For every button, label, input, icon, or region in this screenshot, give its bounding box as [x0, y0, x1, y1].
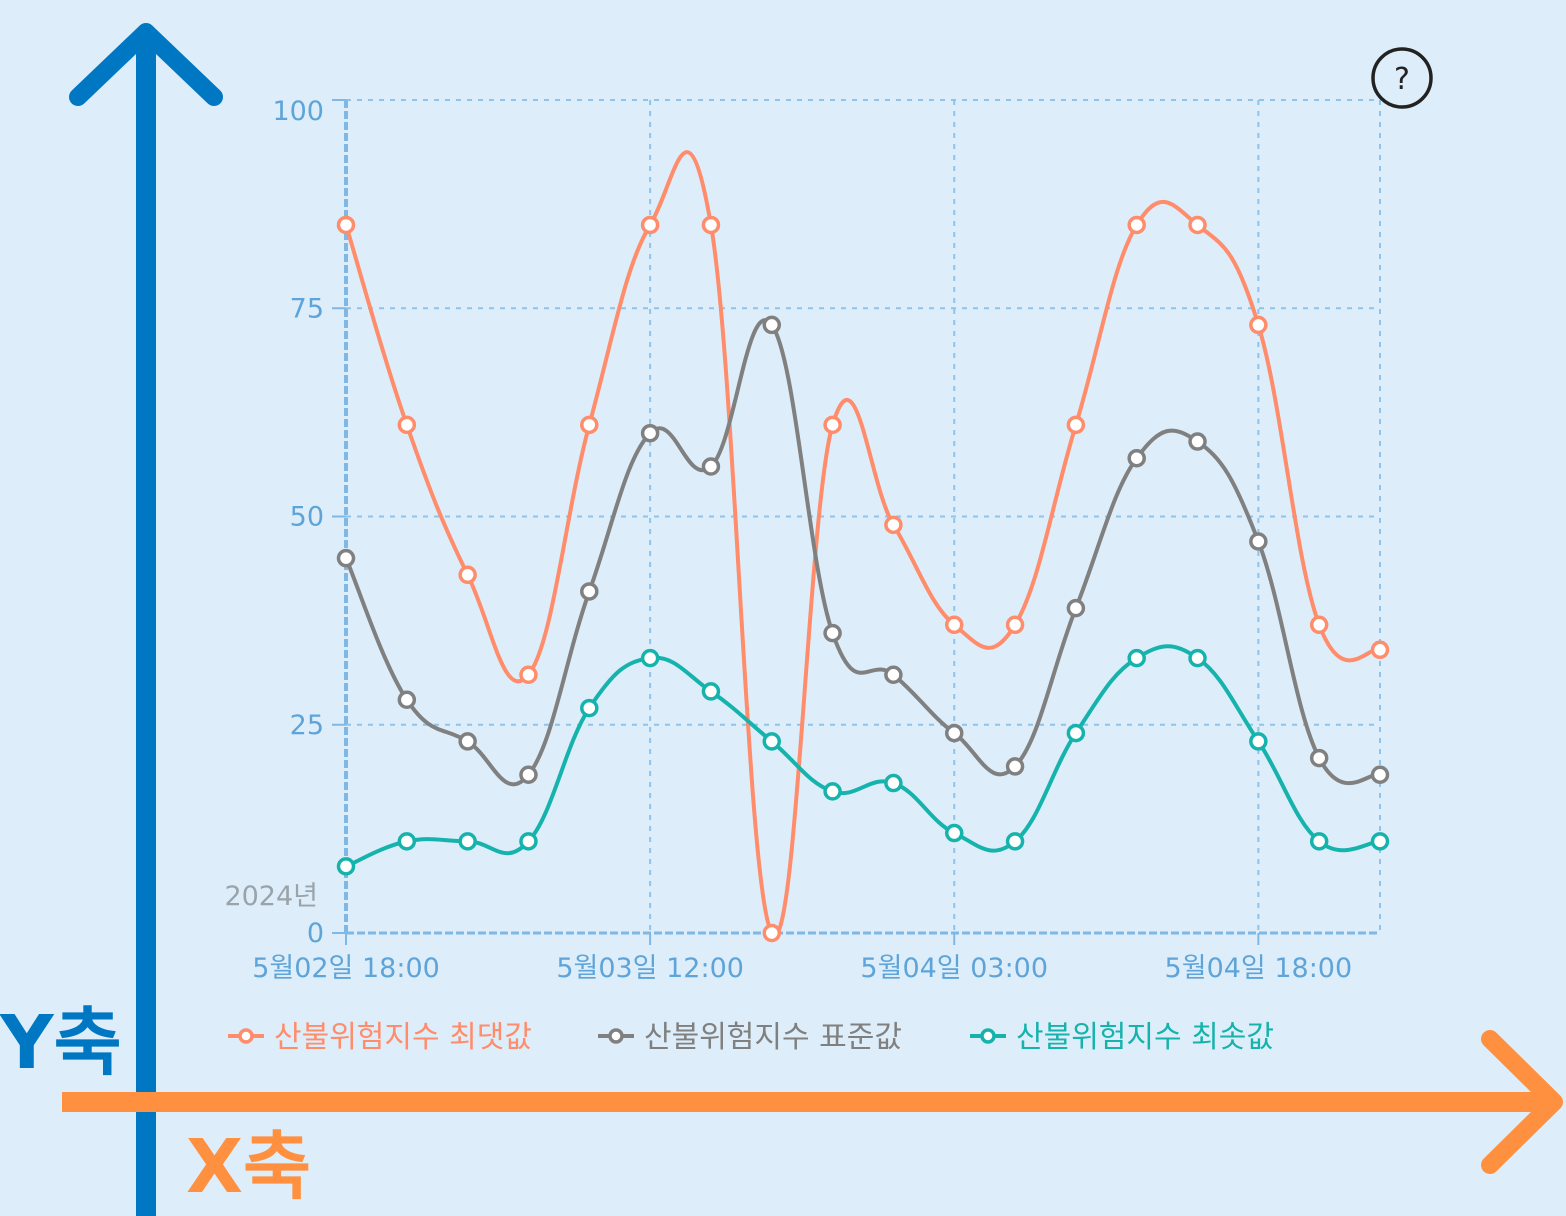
series-point-1[interactable]	[1188, 432, 1207, 451]
x-tick-label: 5월03일 12:00	[556, 953, 744, 984]
series-line-0	[344, 150, 1381, 938]
legend-swatch-dot	[608, 1028, 624, 1044]
series-point-1[interactable]	[944, 723, 964, 743]
legend-item-1[interactable]: 산불위험지수 표준값	[598, 1020, 902, 1055]
series-point-2[interactable]	[944, 823, 964, 843]
series-point-1[interactable]	[1370, 765, 1390, 784]
series-point-2[interactable]	[1370, 832, 1390, 851]
x-tick-label: 5월02일 18:00	[252, 953, 440, 984]
legend-label: 산불위험지수 표준값	[644, 1020, 902, 1055]
series-point-2[interactable]	[397, 832, 417, 851]
y-tick-label: 0	[307, 918, 324, 949]
y-tick-labels: 0 25 50 75 100	[272, 96, 346, 949]
series-line-1	[344, 318, 1381, 787]
y-axis-name: Y축	[0, 1000, 122, 1086]
series-point-0[interactable]	[762, 923, 782, 943]
series-point-0[interactable]	[336, 215, 356, 235]
x-tick-labels: 5월02일 18:00 5월03일 12:00 5월04일 03:00 5월04일 1…	[252, 933, 1352, 984]
series-point-0[interactable]	[580, 415, 599, 435]
series-point-1[interactable]	[1309, 748, 1329, 768]
series-point-2[interactable]	[1005, 832, 1025, 851]
series-point-2[interactable]	[336, 857, 356, 876]
series-point-0[interactable]	[1370, 640, 1390, 660]
legend-swatch-dot	[980, 1028, 996, 1044]
series-point-0[interactable]	[701, 215, 721, 235]
series-point-0[interactable]	[1249, 315, 1268, 335]
legend-item-0[interactable]: 산불위험지수 최댓값	[228, 1020, 532, 1055]
series-point-2[interactable]	[762, 732, 782, 751]
x-tick-label: 5월04일 18:00	[1165, 953, 1353, 984]
series-lines	[344, 150, 1381, 938]
legend-swatch-dot	[238, 1028, 254, 1044]
legend-item-2[interactable]: 산불위험지수 최솟값	[970, 1020, 1274, 1055]
y-axis-arrow	[69, 23, 223, 1216]
series-point-1[interactable]	[580, 582, 599, 601]
series-point-2[interactable]	[1127, 648, 1146, 668]
series-point-2[interactable]	[1188, 648, 1207, 668]
series-point-1[interactable]	[1127, 448, 1146, 468]
series-point-1[interactable]	[519, 765, 538, 784]
series-line-2	[345, 644, 1381, 869]
series-points	[336, 215, 1390, 943]
series-point-1[interactable]	[884, 665, 903, 685]
series-point-2[interactable]	[640, 648, 660, 668]
series-point-0[interactable]	[1188, 215, 1207, 235]
x-axis-arrow	[62, 1030, 1563, 1174]
chart-grid	[344, 99, 1381, 935]
series-point-1[interactable]	[640, 423, 660, 443]
series-point-1[interactable]	[1066, 598, 1086, 618]
y-tick-label: 25	[290, 710, 324, 741]
series-point-2[interactable]	[1249, 732, 1268, 751]
help-icon-glyph: ?	[1394, 62, 1410, 97]
series-point-0[interactable]	[823, 415, 842, 435]
series-point-2[interactable]	[1309, 832, 1329, 851]
series-point-1[interactable]	[1249, 532, 1268, 551]
series-point-2[interactable]	[580, 698, 599, 718]
series-point-2[interactable]	[458, 832, 477, 851]
legend-label: 산불위험지수 최솟값	[1016, 1020, 1274, 1055]
series-point-0[interactable]	[1309, 615, 1329, 635]
legend-label: 산불위험지수 최댓값	[274, 1020, 532, 1055]
help-icon[interactable]: ?	[1371, 47, 1433, 109]
series-point-2[interactable]	[884, 773, 903, 793]
series-point-0[interactable]	[884, 515, 903, 535]
x-tick-label: 5월04일 03:00	[860, 953, 1048, 984]
series-point-1[interactable]	[762, 315, 782, 335]
series-point-1[interactable]	[823, 623, 842, 643]
series-point-0[interactable]	[640, 215, 660, 235]
legend: 산불위험지수 최댓값 산불위험지수 표준값 산불위험지수 최솟값	[228, 1020, 1274, 1055]
series-point-0[interactable]	[1005, 615, 1025, 635]
year-label: 2024년	[224, 881, 318, 912]
y-tick-label: 75	[290, 293, 324, 324]
series-point-0[interactable]	[458, 565, 477, 585]
series-point-2[interactable]	[701, 682, 721, 701]
y-tick-label: 100	[272, 96, 324, 127]
series-point-1[interactable]	[336, 548, 356, 568]
series-point-2[interactable]	[1066, 723, 1086, 743]
series-point-0[interactable]	[519, 665, 538, 685]
y-tick-label: 50	[290, 502, 324, 533]
series-point-0[interactable]	[1127, 215, 1146, 235]
x-axis-name: X축	[186, 1124, 311, 1210]
series-point-1[interactable]	[1005, 757, 1025, 776]
series-point-1[interactable]	[701, 457, 721, 476]
series-point-0[interactable]	[397, 415, 417, 435]
series-point-1[interactable]	[458, 732, 477, 751]
series-point-0[interactable]	[1066, 415, 1086, 435]
series-point-2[interactable]	[519, 832, 538, 851]
series-point-1[interactable]	[397, 690, 417, 710]
series-point-0[interactable]	[944, 615, 964, 635]
series-point-2[interactable]	[823, 782, 842, 801]
